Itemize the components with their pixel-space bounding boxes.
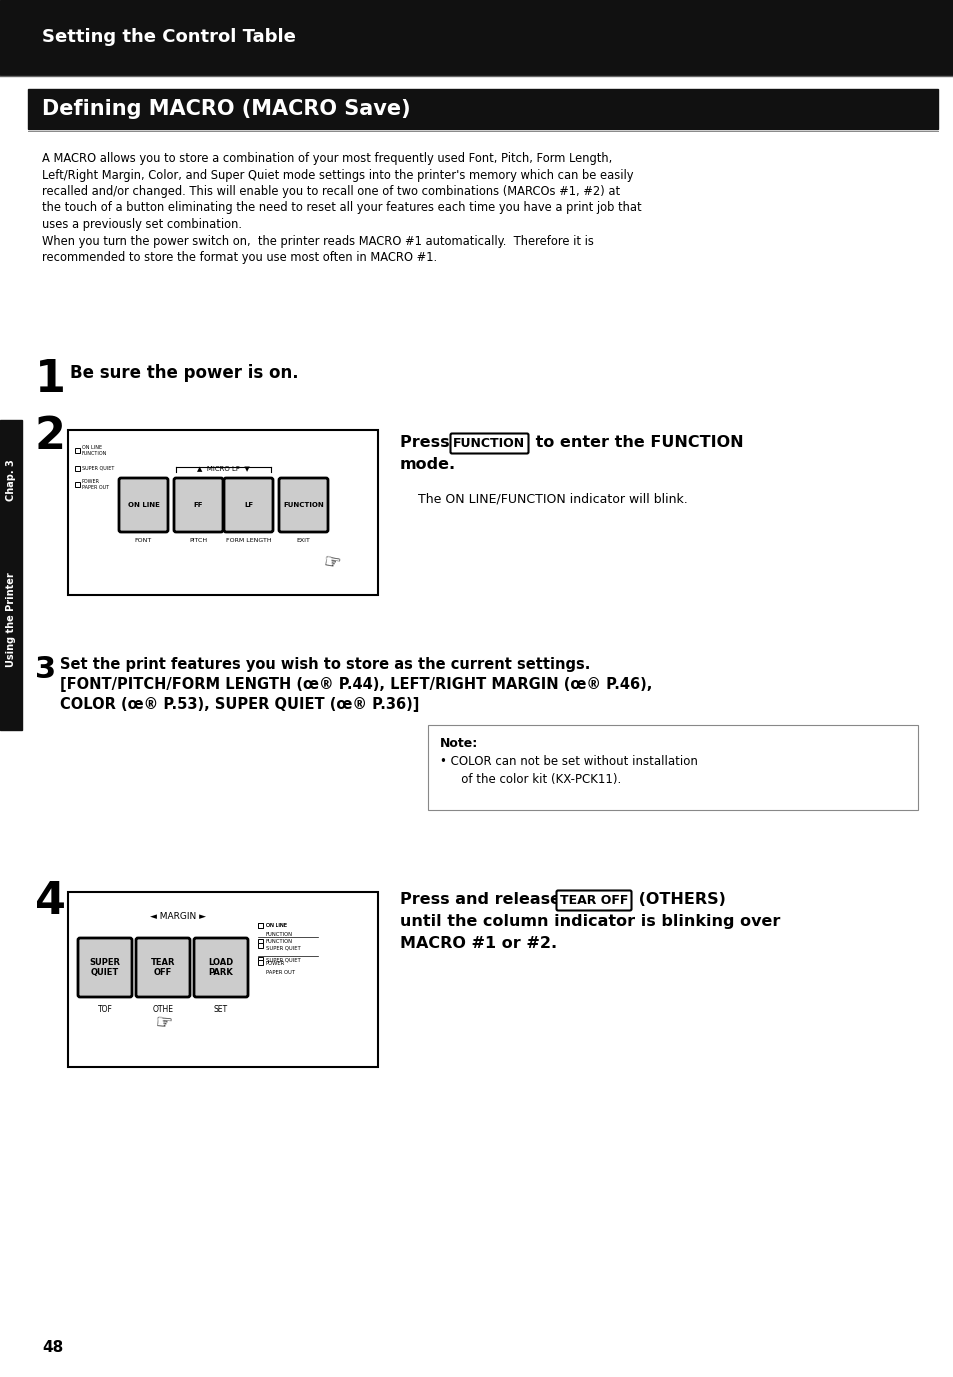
Text: PITCH: PITCH [190, 538, 208, 543]
Text: ◄ MARGIN ►: ◄ MARGIN ► [150, 912, 206, 921]
Text: • COLOR can not be set without installation: • COLOR can not be set without installat… [439, 755, 698, 768]
Text: (OTHERS): (OTHERS) [633, 892, 725, 907]
FancyBboxPatch shape [556, 891, 631, 910]
Text: The ON LINE/FUNCTION indicator will blink.: The ON LINE/FUNCTION indicator will blin… [417, 493, 687, 505]
Text: Using the Printer: Using the Printer [6, 573, 16, 668]
Text: When you turn the power switch on,  the printer reads MACRO #1 automatically.  T: When you turn the power switch on, the p… [42, 234, 594, 248]
FancyBboxPatch shape [278, 478, 328, 532]
Bar [257, 939, 263, 945]
Bar [257, 923, 263, 928]
Bar [257, 943, 263, 947]
Text: Note:: Note: [439, 737, 477, 750]
Text: A MACRO allows you to store a combination of your most frequently used Font, Pit: A MACRO allows you to store a combinatio… [42, 151, 612, 165]
Text: MACRO #1 or #2.: MACRO #1 or #2. [399, 936, 557, 952]
Text: recalled and/or changed. This will enable you to recall one of two combinations : recalled and/or changed. This will enabl… [42, 185, 619, 198]
Text: [FONT/PITCH/FORM LENGTH (œ® P.44), LEFT/RIGHT MARGIN (œ® P.46),: [FONT/PITCH/FORM LENGTH (œ® P.44), LEFT/… [60, 677, 652, 693]
FancyBboxPatch shape [450, 434, 528, 453]
Text: uses a previously set combination.: uses a previously set combination. [42, 218, 242, 231]
FancyBboxPatch shape [136, 938, 190, 997]
Text: TEAR OFF: TEAR OFF [559, 894, 627, 907]
Text: POWER: POWER [266, 961, 285, 967]
Text: Setting the Control Table: Setting the Control Table [42, 29, 295, 47]
Text: 4: 4 [35, 880, 66, 923]
Bar [257, 923, 263, 928]
Bar [0, 420, 22, 730]
FancyBboxPatch shape [78, 938, 132, 997]
Text: of the color kit (KX-PCK11).: of the color kit (KX-PCK11). [450, 772, 620, 786]
Text: Be sure the power is on.: Be sure the power is on. [70, 364, 298, 381]
Text: SUPER QUIET: SUPER QUIET [266, 946, 300, 952]
FancyBboxPatch shape [224, 478, 273, 532]
Text: LOAD
PARK: LOAD PARK [208, 958, 233, 978]
Text: the touch of a button eliminating the need to reset all your features each time : the touch of a button eliminating the ne… [42, 201, 641, 215]
Text: FONT: FONT [134, 538, 152, 543]
Text: to enter the FUNCTION: to enter the FUNCTION [530, 435, 742, 450]
Text: COLOR (œ® P.53), SUPER QUIET (œ® P.36)]: COLOR (œ® P.53), SUPER QUIET (œ® P.36)] [60, 697, 419, 712]
Text: PAPER OUT: PAPER OUT [266, 969, 294, 975]
Bar [28, 90, 937, 129]
Text: ON LINE: ON LINE [128, 503, 159, 508]
Text: SUPER
QUIET: SUPER QUIET [90, 958, 120, 978]
Text: 2: 2 [35, 414, 66, 459]
Bar [75, 448, 80, 453]
Bar [257, 957, 263, 963]
Text: SET: SET [213, 1005, 228, 1013]
Text: TEAR
OFF: TEAR OFF [151, 958, 175, 978]
Text: FUNCTION: FUNCTION [266, 932, 293, 936]
Text: EXIT: EXIT [296, 538, 310, 543]
Text: FF: FF [193, 503, 203, 508]
Bar [0, 0, 953, 74]
Bar [75, 482, 80, 487]
Text: FORM LENGTH: FORM LENGTH [226, 538, 271, 543]
Text: FUNCTION: FUNCTION [266, 939, 293, 945]
Text: Set the print features you wish to store as the current settings.: Set the print features you wish to store… [60, 657, 590, 672]
Text: ☞: ☞ [153, 1013, 172, 1034]
Bar [257, 960, 263, 965]
Text: FUNCTION: FUNCTION [453, 437, 524, 450]
Text: SUPER QUIET: SUPER QUIET [82, 465, 114, 471]
FancyBboxPatch shape [173, 478, 223, 532]
Text: ON LINE
FUNCTION: ON LINE FUNCTION [82, 445, 108, 456]
Text: ON LINE: ON LINE [266, 923, 287, 928]
Text: ▲  MICRO LF  ▼: ▲ MICRO LF ▼ [197, 465, 250, 471]
Text: 1: 1 [35, 358, 66, 401]
Text: OTHE: OTHE [152, 1005, 173, 1013]
Text: FUNCTION: FUNCTION [283, 503, 323, 508]
Bar [68, 892, 377, 1067]
Text: Press and release: Press and release [399, 892, 566, 907]
Text: Left/Right Margin, Color, and Super Quiet mode settings into the printer's memor: Left/Right Margin, Color, and Super Quie… [42, 168, 633, 182]
Text: ON LINE: ON LINE [266, 923, 287, 928]
Text: Chap. 3: Chap. 3 [6, 459, 16, 501]
Text: Defining MACRO (MACRO Save): Defining MACRO (MACRO Save) [42, 99, 410, 118]
Text: POWER
PAPER OUT: POWER PAPER OUT [82, 479, 109, 490]
Bar [428, 726, 917, 810]
Bar [75, 465, 80, 471]
FancyBboxPatch shape [119, 478, 168, 532]
FancyBboxPatch shape [193, 938, 248, 997]
Text: mode.: mode. [399, 457, 456, 472]
Text: SUPER QUIET: SUPER QUIET [266, 957, 300, 963]
Text: Press: Press [399, 435, 455, 450]
Text: 48: 48 [42, 1340, 63, 1355]
Text: ☞: ☞ [320, 552, 341, 574]
Text: recommended to store the format you use most often in MACRO #1.: recommended to store the format you use … [42, 251, 436, 264]
Text: TOF: TOF [97, 1005, 112, 1013]
Bar [68, 430, 377, 595]
Text: until the column indicator is blinking over: until the column indicator is blinking o… [399, 914, 780, 929]
Text: 3: 3 [35, 655, 56, 684]
Text: LF: LF [244, 503, 253, 508]
